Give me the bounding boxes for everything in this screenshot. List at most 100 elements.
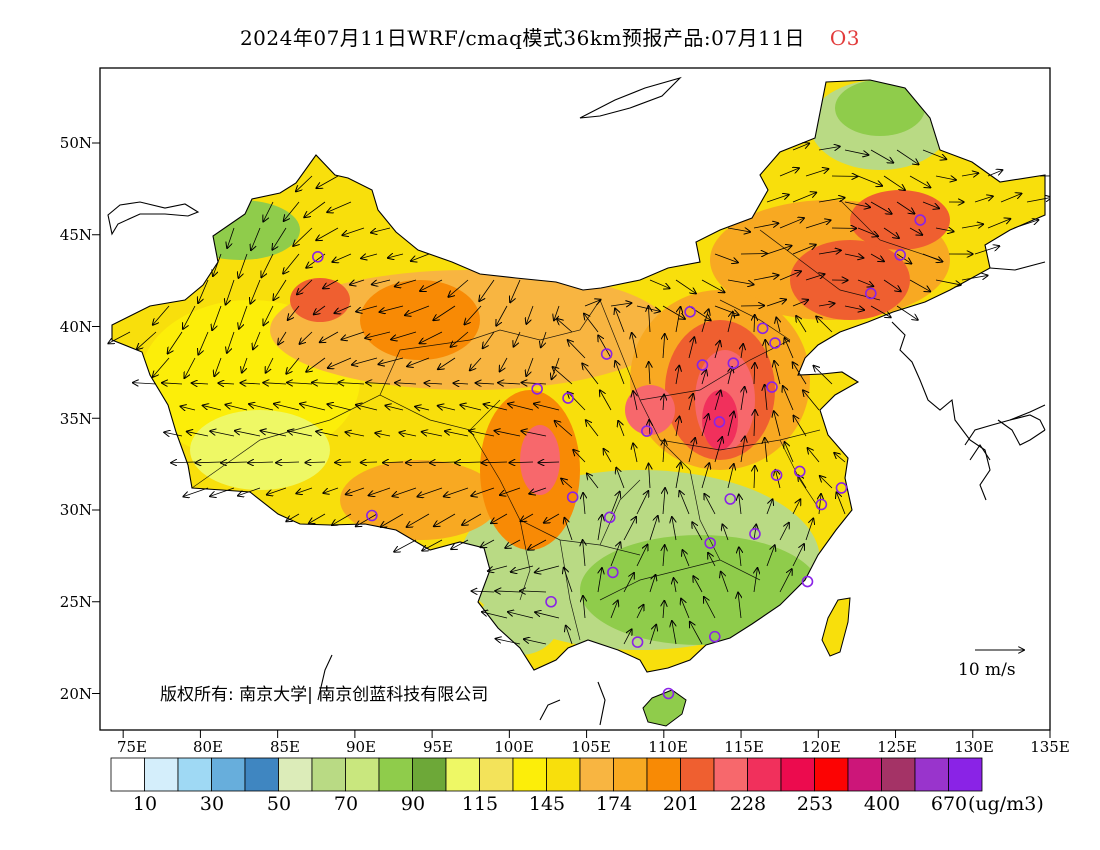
colorbar-label-115: 115: [461, 793, 499, 815]
wind-arrow: [765, 340, 767, 359]
wind-arrow: [369, 487, 391, 495]
wind-arrow: [583, 493, 585, 515]
wind-arrow: [681, 599, 690, 619]
wind-arrow: [727, 412, 734, 437]
wind-arrow: [818, 198, 845, 203]
city-marker: [562, 392, 574, 404]
wind-arrow: [922, 201, 939, 208]
colorbar-swatch: [579, 757, 614, 792]
wind-arrow: [610, 492, 620, 515]
wind-arrow: [445, 431, 469, 437]
wind-arrow: [483, 331, 495, 348]
lon-label-125e: 125E: [877, 738, 917, 756]
wind-arrow: [184, 357, 196, 378]
city-marker: [801, 575, 814, 588]
lon-label-80e: 80E: [192, 738, 224, 756]
city-marker: [713, 416, 726, 428]
wind-arrow: [464, 305, 482, 324]
wind-arrow: [380, 305, 404, 312]
wind-arrow: [1000, 194, 1021, 203]
wind-arrow: [754, 410, 755, 437]
lat-label-25n: 25N: [59, 593, 92, 611]
wind-arrow: [844, 306, 864, 310]
wind-arrow: [818, 250, 841, 254]
wind-arrow: [672, 621, 677, 645]
wind-arrow: [448, 279, 469, 297]
wind-arrow: [462, 513, 482, 525]
wind-arrow: [857, 227, 878, 236]
wind-arrow: [974, 246, 999, 255]
colorbar-swatch: [747, 757, 782, 792]
wind-arrow: [568, 340, 586, 359]
wind-arrow: [870, 253, 884, 261]
wind-arrow: [498, 383, 521, 384]
wind-arrow: [779, 271, 801, 281]
wind-arrow: [623, 517, 636, 541]
wind-arrow: [488, 565, 508, 571]
china-border: [111, 79, 1046, 673]
wind-arrow: [557, 319, 573, 333]
wind-arrow: [672, 517, 676, 541]
wind-arrow: [430, 462, 456, 463]
wind-arrow: [649, 575, 655, 593]
wind-arrow: [300, 404, 326, 411]
wind-arrow: [153, 305, 170, 325]
colorbar: [110, 757, 983, 792]
wind-arrow: [618, 421, 625, 437]
wind-arrow: [741, 344, 743, 359]
wind-arrow: [335, 462, 352, 463]
wind-arrow: [267, 487, 287, 495]
wind-arrow: [792, 143, 809, 151]
wind-arrow: [663, 395, 664, 411]
wind-arrow: [935, 176, 956, 180]
wind-arrow: [520, 513, 534, 521]
wind-arrow: [212, 305, 222, 330]
lat-label-35n: 35N: [59, 410, 92, 428]
wind-arrow: [714, 253, 738, 263]
wind-arrow: [714, 341, 720, 359]
wind-arrow: [805, 220, 831, 229]
city-markers: [312, 214, 927, 700]
wind-arrow: [520, 591, 547, 592]
wind-arrow: [1013, 220, 1038, 229]
wind-arrow: [564, 568, 573, 593]
colorbar-swatch: [948, 757, 983, 792]
wind-arrow: [371, 227, 391, 233]
wind-arrow: [636, 605, 644, 619]
wind-arrow: [573, 450, 586, 463]
wind-arrow: [526, 305, 534, 324]
wind-arrow: [623, 629, 632, 645]
lon-label-95e: 95E: [422, 738, 454, 756]
lat-label-30n: 30N: [59, 501, 92, 519]
wind-arrow: [514, 331, 521, 347]
wind-arrow: [378, 357, 404, 364]
wind-arrow: [834, 453, 846, 463]
wind-arrow: [793, 416, 807, 437]
lon-label-75e: 75E: [116, 738, 148, 756]
colorbar-swatch: [244, 757, 279, 792]
wind-arrow: [648, 306, 650, 333]
wind-arrow: [896, 201, 914, 214]
wind-arrow: [251, 227, 261, 250]
wind-arrow: [484, 404, 508, 411]
wind-arrow: [385, 406, 404, 410]
wind-arrow: [528, 539, 547, 550]
wind-arrow: [287, 383, 313, 384]
wind-arrow: [405, 305, 430, 315]
wind-arrow: [883, 227, 899, 238]
wind-arrow: [214, 357, 222, 376]
wind-arrow: [225, 405, 248, 411]
wind-arrow: [935, 228, 954, 232]
wind-arrow: [192, 383, 209, 384]
wind-arrow: [974, 196, 993, 203]
lon-label-105e: 105E: [571, 738, 611, 756]
wind-arrow: [479, 279, 495, 301]
wind-arrow: [496, 639, 521, 645]
wind-arrow: [663, 601, 664, 619]
wind-arrow: [249, 404, 274, 411]
wind-arrow: [524, 639, 547, 645]
wind-arrow: [708, 553, 716, 567]
wind-arrow: [394, 539, 417, 552]
city-marker: [684, 306, 696, 318]
wind-arrow: [505, 539, 521, 548]
